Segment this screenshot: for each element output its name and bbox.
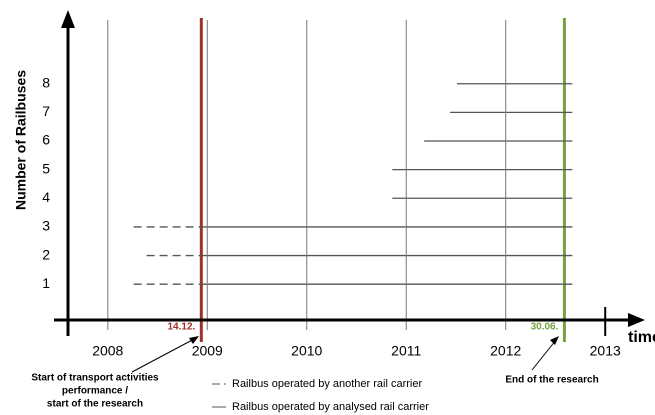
y-tick-label: 5 <box>42 160 50 176</box>
y-tick-label: 2 <box>42 246 50 262</box>
x-tick-label: 2011 <box>391 343 421 359</box>
y-tick-label: 4 <box>42 189 50 205</box>
arrow-head <box>189 336 199 344</box>
x-tick-label: 2009 <box>192 343 223 359</box>
y-tick-label: 1 <box>42 275 50 291</box>
y-axis-arrow <box>61 10 75 28</box>
y-tick-label: 3 <box>42 218 50 234</box>
y-tick-label: 6 <box>42 132 50 148</box>
legend-label: Railbus operated by analysed rail carrie… <box>232 401 429 413</box>
x-tick-label: 2012 <box>490 343 521 359</box>
marker-label: 30.06. <box>531 322 559 333</box>
annotation: End of the research <box>505 375 598 386</box>
annotation: start of the research <box>47 399 143 410</box>
x-tick-label: 2010 <box>291 343 322 359</box>
y-tick-label: 8 <box>42 74 50 90</box>
marker-label: 14.12. <box>167 322 195 333</box>
arrow <box>531 339 557 371</box>
y-tick-label: 7 <box>42 103 50 119</box>
x-axis-label: time <box>628 329 655 346</box>
arrow <box>131 337 197 373</box>
legend-label: Railbus operated by another rail carrier <box>232 378 422 390</box>
x-tick-label: 2013 <box>590 343 621 359</box>
y-axis-label: Number of Railbuses <box>13 70 29 210</box>
x-tick-label: 2008 <box>92 343 123 359</box>
arrow-head <box>550 336 559 345</box>
annotation: performance / <box>62 386 128 397</box>
x-axis-arrow <box>628 313 645 327</box>
annotation: Start of transport activities <box>31 373 159 384</box>
